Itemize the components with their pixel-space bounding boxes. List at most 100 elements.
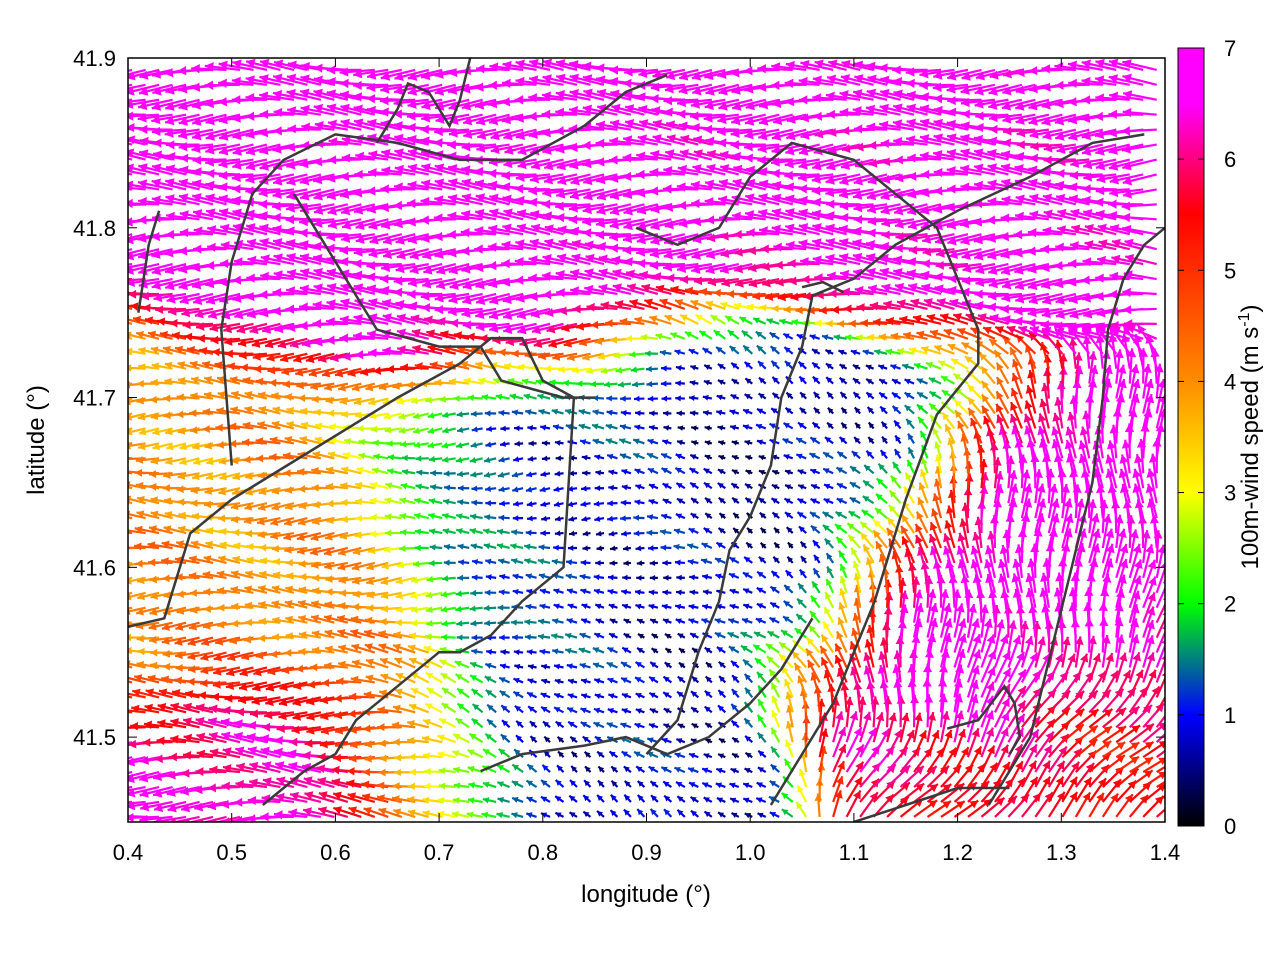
wind-arrow-head [134, 674, 143, 682]
wind-arrow-shaft [128, 591, 146, 599]
wind-arrow-head [621, 484, 628, 491]
wind-arrow-head [246, 542, 254, 551]
wind-arrow-head [1146, 620, 1155, 630]
wind-arrow-head [800, 541, 807, 548]
wind-arrow-head [498, 589, 505, 596]
wind-arrow-head [212, 680, 221, 689]
wind-arrow-head [234, 815, 243, 822]
wind-arrow-head [744, 768, 751, 774]
wind-arrow-head [242, 421, 251, 430]
wind-arrow-head [513, 649, 520, 656]
wind-arrow-head [497, 604, 504, 611]
wind-arrow-head [298, 599, 306, 608]
wind-arrow-head [1000, 711, 1010, 722]
wind-arrow-head [223, 817, 230, 822]
wind-arrow-head [395, 672, 404, 680]
wind-arrow-head [757, 767, 765, 773]
wind-arrow-head [703, 482, 711, 489]
wind-arrow-head [161, 637, 170, 645]
wind-arrow-head [311, 646, 320, 655]
wind-arrow-head [876, 493, 883, 501]
wind-arrow-head [703, 528, 710, 534]
wind-arrow-head [393, 631, 401, 639]
wind-arrow-head [537, 633, 545, 640]
wind-arrow-head [1145, 394, 1155, 404]
wind-arrow-head [901, 525, 909, 535]
wind-arrow-head [702, 767, 709, 774]
wind-arrow-head [513, 456, 520, 463]
wind-arrow-head [774, 542, 780, 549]
wind-arrow-head [798, 526, 806, 533]
wind-arrow-head [743, 782, 750, 789]
wind-arrow-head [327, 409, 335, 418]
wind-arrow-head [373, 453, 380, 461]
wind-arrow-head [835, 776, 844, 785]
wind-arrow-head [597, 810, 604, 817]
wind-arrow-head [378, 630, 387, 638]
wind-arrow-head [608, 603, 615, 610]
wind-arrow-head [662, 589, 669, 596]
wind-arrow-head [455, 605, 462, 613]
wind-arrow-head [200, 666, 209, 675]
wind-arrow-head [400, 363, 409, 372]
wind-arrow-head [137, 592, 145, 601]
wind-arrow-head [703, 379, 710, 386]
wind-arrow-head [1144, 741, 1154, 750]
wind-arrow-head [394, 768, 401, 777]
wind-arrow-head [758, 750, 765, 757]
wind-arrow-head [283, 532, 292, 541]
wind-arrow-head [863, 544, 871, 553]
wind-arrow-head [184, 818, 190, 822]
wind-arrow-head [233, 542, 241, 550]
wind-arrow-head [311, 614, 320, 623]
wind-arrow-head [590, 380, 597, 388]
wind-arrow-head [635, 692, 642, 699]
wind-arrow-head [485, 574, 492, 581]
wind-arrow-head [139, 788, 149, 798]
wind-arrow-head [1144, 757, 1153, 765]
wind-arrow-head [941, 711, 950, 721]
wind-arrow-head [772, 376, 779, 383]
wind-arrow-head [1114, 349, 1124, 359]
wind-arrow-head [1043, 354, 1052, 363]
wind-arrow-head [524, 634, 531, 641]
wind-arrow-head [1042, 776, 1051, 786]
wind-arrow-head [429, 361, 438, 370]
wind-arrow-head [391, 795, 400, 803]
wind-arrow-head [310, 533, 319, 542]
wind-arrow-head [796, 614, 803, 621]
wind-arrow-head [161, 675, 170, 684]
wind-arrow-head [255, 437, 264, 446]
wind-arrow-head [635, 410, 641, 417]
wind-arrow-head [840, 392, 847, 399]
wind-arrow-head [569, 530, 575, 537]
wind-arrow-head [688, 767, 695, 774]
wind-arrow-head [660, 380, 667, 387]
wind-arrow-head [286, 406, 294, 415]
wind-arrow-head [150, 648, 158, 657]
wind-arrow-head [258, 487, 267, 496]
wind-arrow-head [425, 606, 433, 614]
wind-arrow-head [113, 787, 122, 796]
wind-arrow-head [771, 408, 778, 414]
wind-arrow-head [201, 638, 210, 647]
wind-arrow-head [661, 603, 668, 610]
wind-arrow-head [466, 811, 474, 819]
wind-arrow-head [258, 405, 267, 414]
wind-arrow-head [486, 648, 493, 655]
wind-arrow-head [352, 577, 360, 585]
wind-arrow-head [1083, 777, 1092, 787]
wind-arrow-head [348, 806, 358, 815]
wind-arrow-head [834, 643, 843, 653]
wind-arrow-head [621, 693, 629, 699]
wind-arrow-head [797, 498, 804, 504]
wind-arrow-head [768, 796, 776, 803]
wind-arrow-head [1024, 636, 1034, 646]
wind-arrow-head [674, 528, 681, 535]
wind-arrow-head [501, 705, 508, 712]
wind-arrow-head [929, 391, 937, 398]
wind-arrow-head [987, 666, 996, 677]
wind-arrow-head [855, 744, 864, 754]
wind-arrow-head [1063, 498, 1073, 508]
wind-arrow-head [187, 652, 196, 661]
